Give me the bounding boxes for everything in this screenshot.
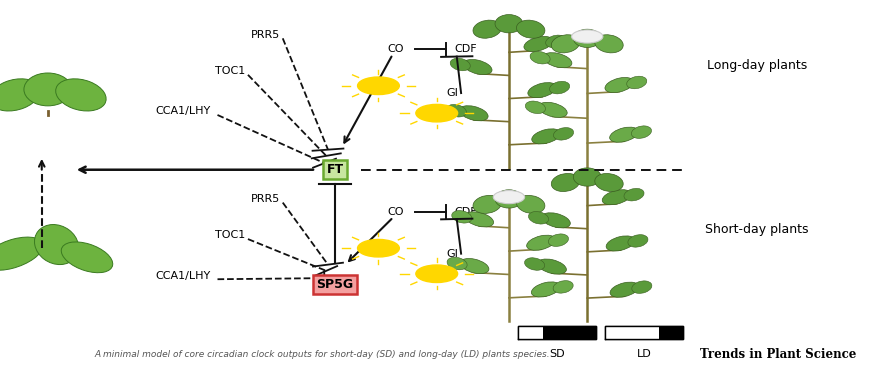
- Text: CO: CO: [388, 207, 403, 217]
- Ellipse shape: [551, 35, 579, 53]
- Ellipse shape: [623, 188, 643, 201]
- Circle shape: [357, 239, 399, 257]
- Circle shape: [415, 104, 457, 122]
- Ellipse shape: [601, 190, 630, 205]
- Ellipse shape: [531, 129, 560, 144]
- Ellipse shape: [604, 77, 633, 93]
- Ellipse shape: [0, 237, 43, 270]
- Bar: [604, 326, 682, 339]
- Text: TOC1: TOC1: [216, 66, 245, 76]
- Ellipse shape: [547, 234, 567, 246]
- Ellipse shape: [494, 15, 522, 33]
- Text: FT: FT: [326, 163, 343, 176]
- Ellipse shape: [573, 168, 600, 186]
- Ellipse shape: [609, 282, 638, 297]
- Text: PRR5: PRR5: [250, 30, 280, 40]
- Ellipse shape: [541, 213, 570, 228]
- Circle shape: [357, 77, 399, 95]
- Ellipse shape: [594, 35, 622, 53]
- Ellipse shape: [626, 76, 646, 89]
- Ellipse shape: [606, 236, 634, 251]
- Ellipse shape: [451, 211, 471, 223]
- Ellipse shape: [56, 79, 106, 111]
- Text: Long-day plants: Long-day plants: [706, 59, 806, 72]
- Ellipse shape: [527, 212, 548, 224]
- Text: GI: GI: [446, 88, 458, 98]
- Ellipse shape: [24, 73, 71, 106]
- Bar: [604, 326, 659, 339]
- Text: TOC1: TOC1: [216, 230, 245, 241]
- Ellipse shape: [525, 101, 545, 114]
- Ellipse shape: [447, 257, 467, 270]
- Ellipse shape: [631, 126, 651, 138]
- Ellipse shape: [460, 258, 488, 274]
- Text: CDF: CDF: [454, 44, 476, 54]
- Circle shape: [493, 191, 524, 204]
- Ellipse shape: [549, 81, 569, 94]
- Ellipse shape: [627, 235, 647, 247]
- Ellipse shape: [516, 20, 544, 38]
- Ellipse shape: [553, 128, 573, 140]
- Ellipse shape: [494, 190, 522, 208]
- Text: CO: CO: [388, 44, 403, 54]
- Ellipse shape: [529, 51, 549, 64]
- Ellipse shape: [527, 82, 556, 98]
- Ellipse shape: [545, 35, 565, 47]
- Ellipse shape: [35, 224, 78, 265]
- Ellipse shape: [594, 173, 622, 192]
- Text: A minimal model of core circadian clock outputs for short-day (SD) and long-day : A minimal model of core circadian clock …: [94, 350, 549, 358]
- Ellipse shape: [526, 235, 554, 250]
- Ellipse shape: [61, 242, 113, 273]
- Text: Short-day plants: Short-day plants: [705, 223, 807, 237]
- Ellipse shape: [473, 20, 501, 38]
- Ellipse shape: [524, 258, 544, 270]
- Ellipse shape: [609, 127, 638, 142]
- Ellipse shape: [573, 29, 600, 47]
- Bar: [517, 326, 595, 339]
- Ellipse shape: [516, 195, 544, 214]
- Text: CCA1/LHY: CCA1/LHY: [155, 106, 210, 116]
- Text: CCA1/LHY: CCA1/LHY: [155, 270, 210, 281]
- Ellipse shape: [449, 58, 470, 71]
- Ellipse shape: [553, 281, 573, 293]
- Ellipse shape: [464, 212, 493, 227]
- Text: CDF: CDF: [454, 207, 476, 217]
- Ellipse shape: [538, 102, 567, 118]
- Ellipse shape: [631, 281, 651, 293]
- Ellipse shape: [462, 59, 492, 74]
- Text: PRR5: PRR5: [250, 194, 280, 204]
- Ellipse shape: [537, 259, 566, 274]
- Ellipse shape: [0, 79, 40, 111]
- Text: SD: SD: [548, 349, 564, 359]
- Text: LD: LD: [636, 349, 650, 359]
- Ellipse shape: [542, 53, 571, 68]
- Ellipse shape: [551, 173, 579, 192]
- Ellipse shape: [446, 104, 466, 117]
- Circle shape: [415, 265, 457, 283]
- Ellipse shape: [473, 195, 501, 214]
- Text: Trends in Plant Science: Trends in Plant Science: [700, 347, 856, 361]
- Ellipse shape: [531, 282, 560, 297]
- Bar: [517, 326, 542, 339]
- Ellipse shape: [459, 106, 488, 121]
- Ellipse shape: [523, 36, 552, 51]
- Text: SP5G: SP5G: [316, 278, 353, 291]
- Text: GI: GI: [446, 249, 458, 259]
- Circle shape: [571, 30, 602, 43]
